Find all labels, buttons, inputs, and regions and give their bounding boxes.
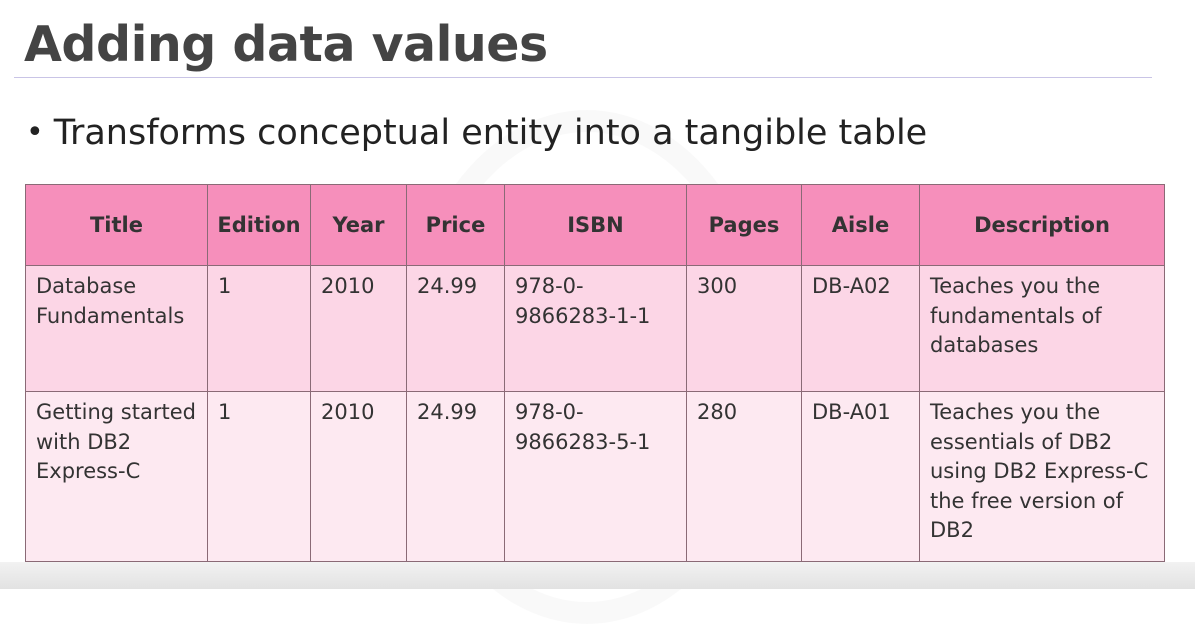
cell-aisle: DB-A01 — [801, 391, 920, 562]
cell-pages: 280 — [686, 391, 802, 562]
cell-description: Teaches you the fundamentals of database… — [919, 265, 1165, 392]
cell-aisle: DB-A02 — [801, 265, 920, 392]
cell-pages: 300 — [686, 265, 802, 392]
bullet-dot-icon: • — [26, 115, 44, 150]
column-header-pages: Pages — [686, 184, 802, 266]
cell-price: 24.99 — [406, 391, 505, 562]
title-divider — [14, 77, 1152, 78]
cell-year: 2010 — [310, 391, 407, 562]
column-header-aisle: Aisle — [801, 184, 920, 266]
table-row: Getting started with DB2 Express-C 1 201… — [25, 391, 1165, 562]
cell-year: 2010 — [310, 265, 407, 392]
books-table: Title Edition Year Price ISBN Pages Aisl… — [25, 184, 1165, 562]
cell-price: 24.99 — [406, 265, 505, 392]
column-header-title: Title — [25, 184, 208, 266]
cell-edition: 1 — [207, 391, 311, 562]
cell-edition: 1 — [207, 265, 311, 392]
column-header-price: Price — [406, 184, 505, 266]
column-header-description: Description — [919, 184, 1165, 266]
table-row: Database Fundamentals 1 2010 24.99 978-0… — [25, 265, 1165, 392]
cell-isbn: 978-0-9866283-1-1 — [504, 265, 687, 392]
bullet-point: • Transforms conceptual entity into a tan… — [26, 110, 927, 158]
bottom-edge — [0, 562, 1195, 589]
cell-title: Database Fundamentals — [25, 265, 208, 392]
column-header-year: Year — [310, 184, 407, 266]
cell-isbn: 978-0-9866283-5-1 — [504, 391, 687, 562]
slide-title: Adding data values — [24, 16, 548, 73]
column-header-edition: Edition — [207, 184, 311, 266]
cell-description: Teaches you the essentials of DB2 using … — [919, 391, 1165, 562]
bullet-text: Transforms conceptual entity into a tang… — [53, 113, 928, 153]
cell-title: Getting started with DB2 Express-C — [25, 391, 208, 562]
column-header-isbn: ISBN — [504, 184, 687, 266]
table-header-row: Title Edition Year Price ISBN Pages Aisl… — [25, 184, 1165, 266]
